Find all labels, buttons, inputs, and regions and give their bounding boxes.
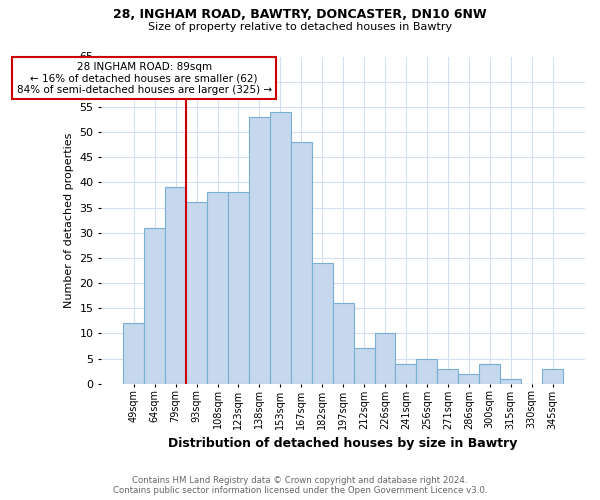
Text: 28, INGHAM ROAD, BAWTRY, DONCASTER, DN10 6NW: 28, INGHAM ROAD, BAWTRY, DONCASTER, DN10…: [113, 8, 487, 20]
Bar: [374, 334, 395, 384]
Bar: [186, 202, 207, 384]
Bar: [416, 358, 437, 384]
Bar: [207, 192, 228, 384]
Text: 28 INGHAM ROAD: 89sqm
← 16% of detached houses are smaller (62)
84% of semi-deta: 28 INGHAM ROAD: 89sqm ← 16% of detached …: [17, 62, 272, 94]
Bar: [353, 348, 374, 384]
Bar: [458, 374, 479, 384]
Bar: [312, 263, 332, 384]
Y-axis label: Number of detached properties: Number of detached properties: [64, 132, 74, 308]
Bar: [228, 192, 249, 384]
Bar: [395, 364, 416, 384]
Text: Size of property relative to detached houses in Bawtry: Size of property relative to detached ho…: [148, 22, 452, 32]
X-axis label: Distribution of detached houses by size in Bawtry: Distribution of detached houses by size …: [169, 437, 518, 450]
Bar: [249, 117, 270, 384]
Bar: [144, 228, 165, 384]
Text: Contains HM Land Registry data © Crown copyright and database right 2024.
Contai: Contains HM Land Registry data © Crown c…: [113, 476, 487, 495]
Bar: [270, 112, 291, 384]
Bar: [542, 368, 563, 384]
Bar: [500, 378, 521, 384]
Bar: [479, 364, 500, 384]
Bar: [165, 188, 186, 384]
Bar: [437, 368, 458, 384]
Bar: [291, 142, 312, 384]
Bar: [123, 324, 144, 384]
Bar: [332, 303, 353, 384]
